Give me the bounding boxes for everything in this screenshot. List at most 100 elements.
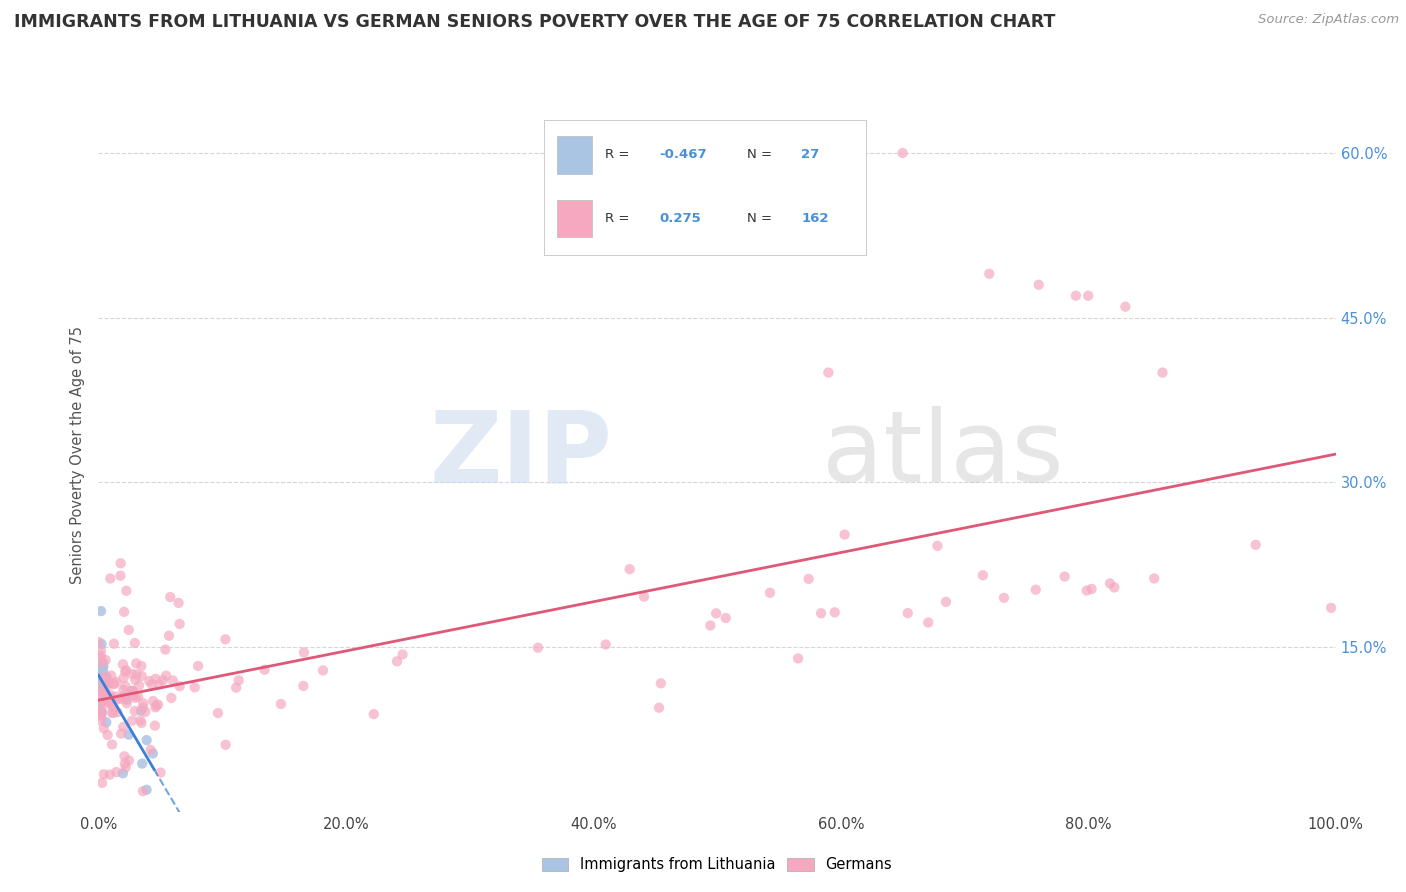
Point [103, 676, 125, 690]
Point [184, 681, 207, 695]
Point [817, 366, 839, 380]
Point [90, 643, 112, 657]
Point [129, 714, 152, 728]
Point [1077, 289, 1099, 303]
Point [979, 267, 1001, 281]
Point [124, 636, 146, 650]
Point [1064, 289, 1087, 303]
Point [225, 681, 247, 695]
Point [155, 668, 177, 682]
Point [124, 690, 146, 705]
Point [1114, 300, 1136, 314]
Point [619, 562, 641, 576]
Point [1028, 277, 1050, 292]
Point [810, 606, 832, 620]
Point [1152, 366, 1174, 380]
Point [253, 663, 276, 677]
Point [101, 738, 124, 752]
Point [90, 709, 112, 723]
Point [97, 728, 120, 742]
Point [112, 682, 135, 697]
Point [101, 706, 124, 720]
Point [148, 677, 170, 691]
Point [93, 694, 115, 708]
Text: Source: ZipAtlas.com: Source: ZipAtlas.com [1258, 13, 1399, 27]
Point [111, 657, 134, 672]
Point [89, 661, 111, 675]
Point [207, 706, 229, 720]
Point [797, 572, 820, 586]
Point [135, 782, 157, 797]
Point [114, 679, 136, 693]
Point [89, 698, 111, 713]
Point [115, 692, 138, 706]
Point [139, 743, 162, 757]
Point [145, 700, 167, 714]
Point [891, 146, 914, 161]
Point [110, 726, 132, 740]
Point [89, 650, 111, 665]
Point [110, 691, 132, 706]
Point [124, 673, 146, 687]
Point [91, 657, 114, 671]
Point [105, 675, 128, 690]
Text: IMMIGRANTS FROM LITHUANIA VS GERMAN SENIORS POVERTY OVER THE AGE OF 75 CORRELATI: IMMIGRANTS FROM LITHUANIA VS GERMAN SENI… [14, 13, 1056, 31]
Point [121, 714, 143, 728]
Point [169, 616, 191, 631]
Point [1320, 600, 1343, 615]
Point [633, 590, 655, 604]
Point [128, 679, 150, 693]
Point [89, 688, 111, 702]
Point [121, 684, 143, 698]
Point [142, 747, 165, 761]
Point [90, 681, 112, 696]
Point [131, 716, 153, 731]
Point [149, 765, 172, 780]
Point [162, 673, 184, 688]
Point [391, 648, 413, 662]
Point [98, 693, 121, 707]
Point [385, 654, 408, 668]
Point [1098, 576, 1121, 591]
Text: atlas: atlas [823, 407, 1064, 503]
Point [105, 765, 128, 780]
Point [917, 615, 939, 630]
Point [972, 568, 994, 582]
Point [96, 674, 118, 689]
Point [90, 706, 112, 720]
Point [527, 640, 550, 655]
Point [111, 766, 134, 780]
Point [214, 738, 236, 752]
Point [650, 676, 672, 690]
Point [759, 586, 782, 600]
Point [824, 605, 846, 619]
Point [145, 672, 167, 686]
Point [90, 705, 112, 719]
Point [104, 690, 127, 704]
Point [90, 648, 112, 663]
Point [228, 673, 250, 688]
Point [131, 669, 153, 683]
Point [132, 784, 155, 798]
Point [935, 595, 957, 609]
Point [1053, 569, 1076, 583]
Point [98, 572, 121, 586]
Point [699, 618, 721, 632]
Point [112, 720, 135, 734]
Point [121, 667, 143, 681]
Point [96, 677, 118, 691]
Point [100, 691, 122, 706]
Point [98, 687, 121, 701]
Point [152, 673, 174, 688]
Point [134, 705, 156, 719]
Point [121, 684, 143, 698]
Point [125, 657, 148, 671]
Point [114, 760, 136, 774]
Point [143, 718, 166, 732]
Point [112, 690, 135, 704]
Point [132, 696, 155, 710]
Point [87, 674, 110, 689]
Point [105, 692, 128, 706]
Point [138, 674, 160, 689]
Point [103, 637, 125, 651]
